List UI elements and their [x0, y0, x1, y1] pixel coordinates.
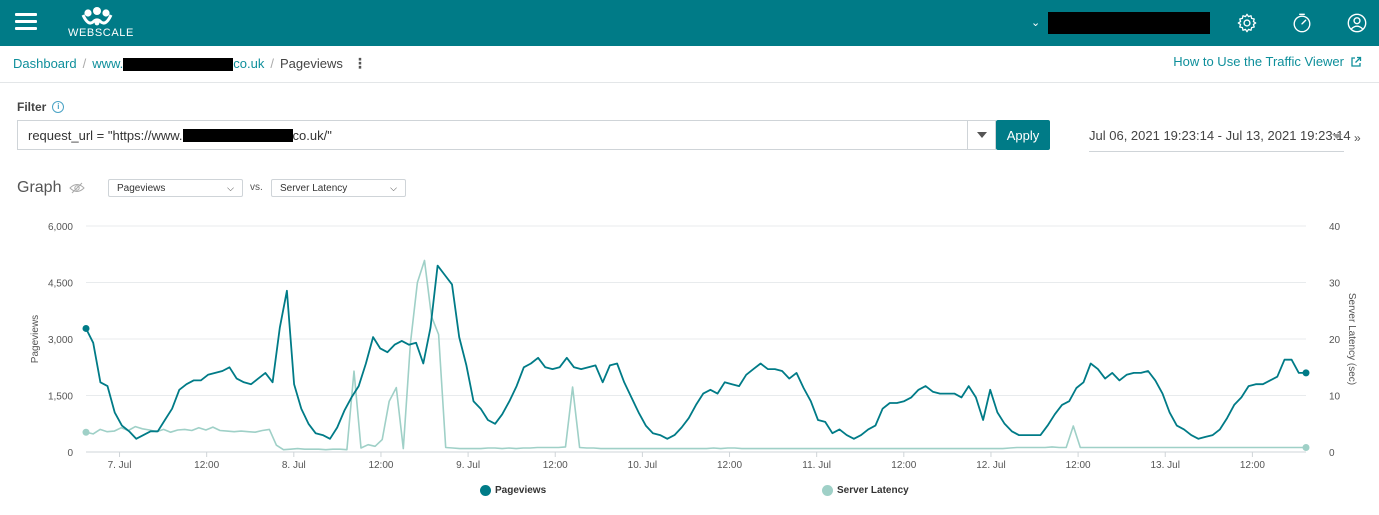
legend-label-pageviews: Pageviews	[495, 485, 547, 496]
x-tick-label: 11. Jul	[802, 460, 831, 471]
series-start-marker	[82, 324, 90, 332]
x-tick-label: 12:00	[891, 460, 916, 471]
filter-label-text: Filter	[17, 100, 47, 114]
breadcrumb-dashboard-link[interactable]: Dashboard	[13, 56, 77, 71]
y-right-tick-label: 20	[1329, 335, 1341, 346]
site-prefix: www.	[92, 55, 124, 71]
series-end-marker	[1302, 443, 1310, 451]
user-icon[interactable]	[1346, 12, 1368, 34]
webscale-logo[interactable]	[66, 6, 136, 40]
graph-title-text: Graph	[17, 179, 62, 196]
chevron-down-icon: ⌵	[390, 182, 397, 193]
redacted-domain	[182, 128, 293, 142]
y-right-tick-label: 0	[1329, 448, 1335, 459]
help-link[interactable]: How to Use the Traffic Viewer	[1173, 54, 1362, 69]
apply-button[interactable]: Apply	[996, 120, 1050, 150]
menu-icon[interactable]	[15, 13, 37, 31]
y-left-tick-label: 6,000	[48, 222, 73, 233]
y-right-tick-label: 10	[1329, 392, 1341, 403]
y-left-tick-label: 1,500	[48, 392, 73, 403]
secondary-metric-value: Server Latency	[280, 182, 348, 194]
x-tick-label: 12:00	[1240, 460, 1265, 471]
y-left-tick-label: 4,500	[48, 279, 73, 290]
timer-icon[interactable]	[1291, 12, 1313, 34]
brand-name: WEBSCALE	[68, 27, 134, 39]
filter-label: Filter i	[17, 100, 65, 114]
help-link-label: How to Use the Traffic Viewer	[1173, 54, 1344, 69]
breadcrumb: Dashboard / www. co.uk / Pageviews ⋮	[13, 55, 367, 72]
legend-label-server-latency: Server Latency	[837, 485, 909, 496]
breadcrumb-current: Pageviews	[280, 56, 343, 71]
x-tick-label: 12:00	[717, 460, 742, 471]
site-suffix: co.uk	[233, 55, 265, 71]
filter-query-prefix: request_url = "https://www.	[28, 127, 183, 143]
y-left-axis-title: Pageviews	[30, 315, 41, 363]
breadcrumb-separator: /	[82, 56, 87, 71]
secondary-metric-select[interactable]: Server Latency ⌵	[271, 179, 406, 197]
legend-item-server-latency[interactable]: Server Latency	[822, 485, 909, 496]
breadcrumb-separator: /	[270, 56, 274, 71]
filter-query-suffix: co.uk/"	[292, 127, 332, 143]
y-right-tick-label: 30	[1329, 279, 1341, 290]
series-end-marker	[1302, 369, 1310, 377]
legend-item-pageviews[interactable]: Pageviews	[480, 485, 546, 496]
external-link-icon	[1351, 56, 1362, 67]
primary-metric-value: Pageviews	[117, 182, 166, 194]
chevron-down-icon[interactable]: ⌄	[1031, 17, 1041, 29]
x-tick-label: 12:00	[368, 460, 393, 471]
legend-dot-pageviews	[480, 485, 491, 496]
y-right-tick-label: 40	[1329, 222, 1341, 233]
series-start-marker	[82, 428, 90, 436]
date-range-caret-icon[interactable]	[1332, 134, 1342, 139]
top-navigation-bar: WEBSCALE ⌄	[0, 0, 1379, 46]
kebab-menu-icon[interactable]: ⋮	[352, 55, 367, 71]
info-icon[interactable]: i	[52, 101, 65, 113]
series-line-pageviews	[85, 264, 1306, 440]
x-tick-label: 12:00	[194, 460, 219, 471]
graph-title: Graph	[17, 179, 86, 197]
redacted-domain	[123, 58, 234, 72]
account-selector[interactable]	[1048, 12, 1210, 34]
eye-icon[interactable]	[69, 182, 86, 194]
caret-down-icon	[976, 132, 987, 138]
x-tick-label: 12. Jul	[976, 460, 1005, 471]
header-divider	[0, 82, 1379, 83]
x-tick-label: 8. Jul	[282, 460, 306, 471]
filter-query-input[interactable]: request_url = "https://www. co.uk/"	[17, 120, 967, 150]
double-chevron-right-icon[interactable]: »	[1354, 131, 1361, 145]
x-tick-label: 12:00	[543, 460, 568, 471]
y-left-tick-label: 0	[67, 448, 73, 459]
x-tick-label: 13. Jul	[1151, 460, 1180, 471]
x-tick-label: 12:00	[1066, 460, 1091, 471]
primary-metric-select[interactable]: Pageviews ⌵	[108, 179, 243, 197]
x-tick-label: 9. Jul	[456, 460, 480, 471]
traffic-chart: 0 0 1,500 10 3,000 20 4,500 30 6,000 40 Pageviews S…	[30, 222, 1357, 471]
y-right-axis-title: Server Latency (sec)	[1346, 293, 1357, 385]
date-range-picker[interactable]: Jul 06, 2021 19:23:14 - Jul 13, 2021 19:…	[1089, 128, 1351, 152]
gear-icon[interactable]	[1236, 12, 1258, 34]
legend-dot-server-latency	[822, 485, 833, 496]
breadcrumb-site-link[interactable]: www. co.uk	[92, 55, 265, 72]
series-line-server-latency	[85, 259, 1306, 451]
x-tick-label: 10. Jul	[628, 460, 657, 471]
filter-dropdown-toggle[interactable]	[967, 120, 996, 150]
x-tick-label: 7. Jul	[108, 460, 132, 471]
vs-label: vs.	[250, 182, 263, 193]
chevron-down-icon: ⌵	[227, 182, 234, 193]
y-left-tick-label: 3,000	[48, 335, 73, 346]
